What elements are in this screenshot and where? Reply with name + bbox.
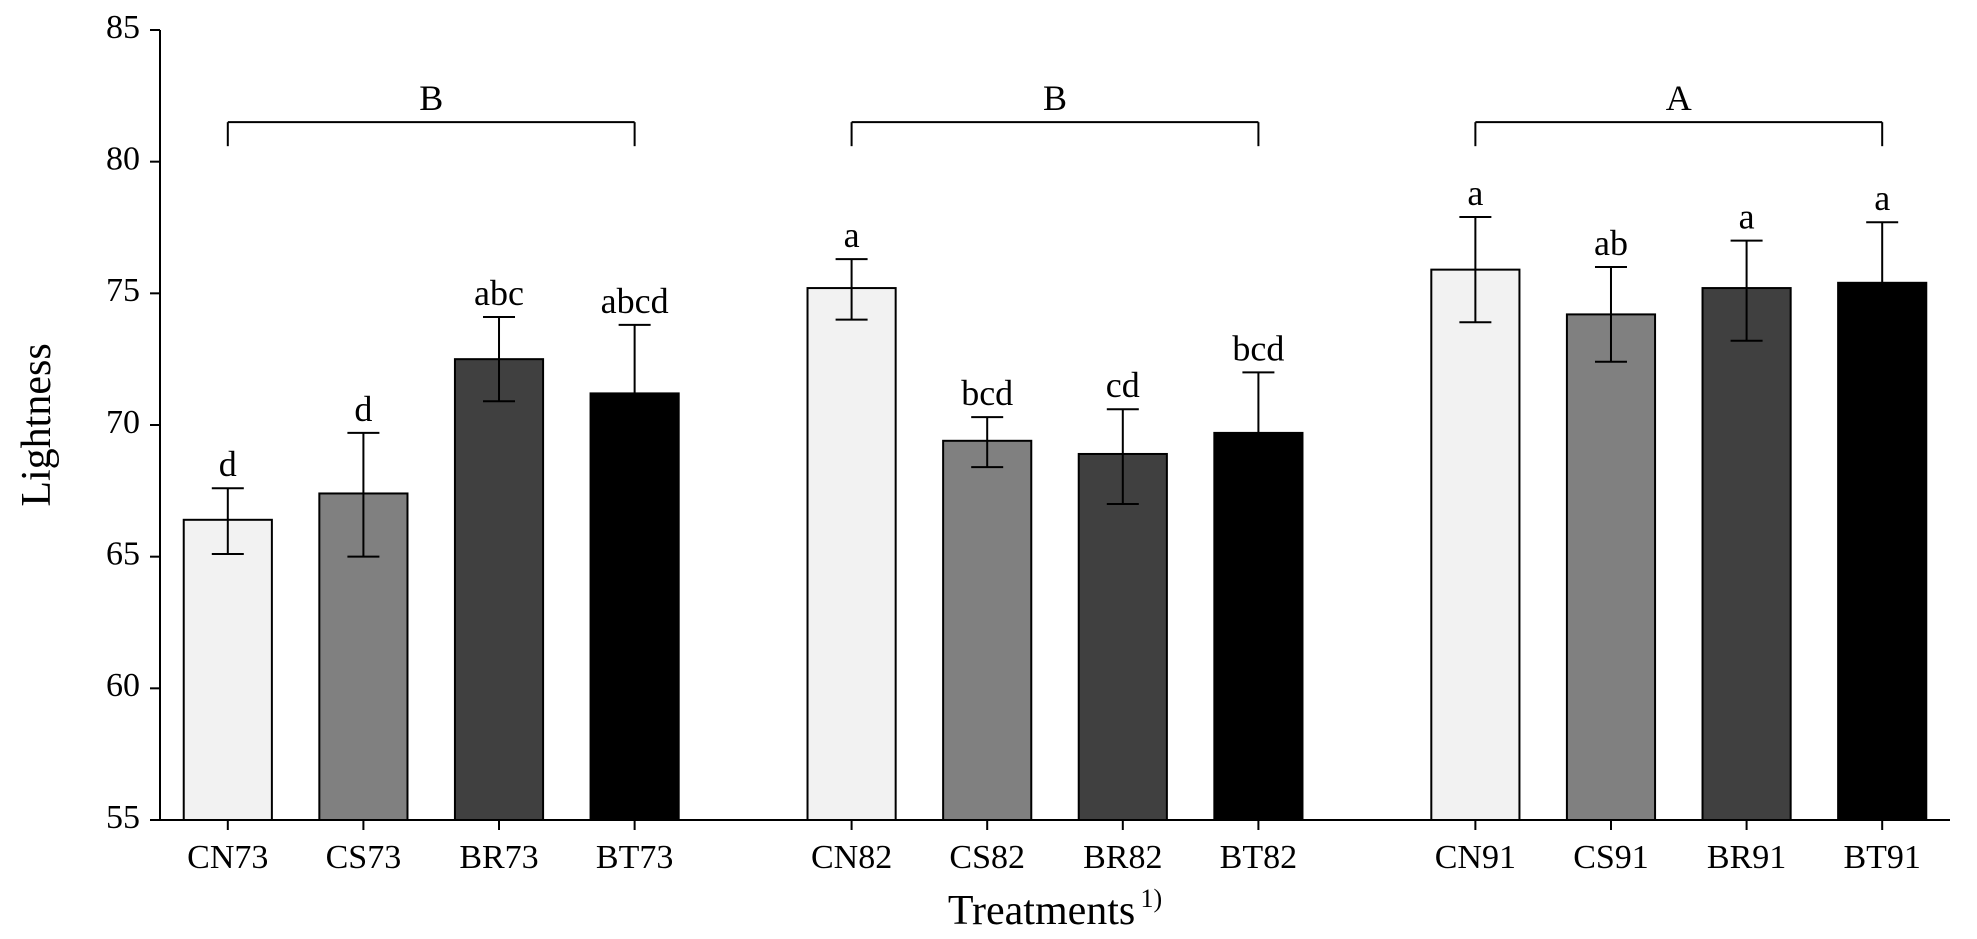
x-tick-label: CN73 — [187, 839, 268, 876]
bar — [1567, 314, 1655, 820]
x-tick-label: CN91 — [1435, 839, 1516, 876]
significance-letter: ab — [1594, 223, 1628, 263]
x-tick-label: BR82 — [1083, 839, 1162, 876]
bar — [455, 359, 543, 820]
bar — [1079, 454, 1167, 820]
group-letter: B — [419, 78, 443, 118]
significance-letter: bcd — [961, 373, 1013, 413]
group-letter: A — [1666, 78, 1692, 118]
x-tick-label: CS82 — [949, 839, 1025, 876]
x-tick-label: CS73 — [326, 839, 402, 876]
significance-letter: abc — [474, 273, 524, 313]
lightness-bar-chart: 55 60 65 70 75 80 85 Lightness d CN73 d CS73 abc BR73… — [0, 0, 1977, 939]
y-tick-label: 75 — [106, 272, 140, 309]
x-tick-label: BT82 — [1220, 839, 1297, 876]
significance-letter: d — [354, 389, 372, 429]
x-tick-label: BT73 — [596, 839, 673, 876]
bar — [808, 288, 896, 820]
y-tick-label: 55 — [106, 799, 140, 836]
significance-letter: bcd — [1232, 328, 1284, 368]
chart-svg: 55 60 65 70 75 80 85 Lightness d CN73 d CS73 abc BR73… — [0, 0, 1977, 939]
x-axis-label: Treatments 1) — [948, 884, 1162, 934]
y-tick-label: 60 — [106, 667, 140, 704]
y-tick-label: 65 — [106, 535, 140, 572]
significance-letter: a — [1467, 173, 1483, 213]
x-tick-label: BR73 — [459, 839, 538, 876]
bar — [943, 441, 1031, 820]
y-tick-label: 85 — [106, 9, 140, 46]
x-tick-label: CS91 — [1573, 839, 1649, 876]
bar — [184, 520, 272, 820]
y-tick-label: 70 — [106, 404, 140, 441]
bar — [1431, 270, 1519, 820]
bar — [1838, 283, 1926, 820]
significance-letter: abcd — [601, 281, 669, 321]
group-letter: B — [1043, 78, 1067, 118]
significance-letter: d — [219, 444, 237, 484]
x-tick-label: BR91 — [1707, 839, 1786, 876]
significance-letter: a — [1874, 178, 1890, 218]
x-tick-label: CN82 — [811, 839, 892, 876]
bar — [1703, 288, 1791, 820]
y-tick-label: 80 — [106, 140, 140, 177]
bar — [591, 393, 679, 820]
significance-letter: a — [844, 215, 860, 255]
y-axis-label: Lightness — [14, 343, 60, 506]
significance-letter: cd — [1106, 365, 1140, 405]
x-tick-label: BT91 — [1843, 839, 1920, 876]
significance-letter: a — [1739, 197, 1755, 237]
